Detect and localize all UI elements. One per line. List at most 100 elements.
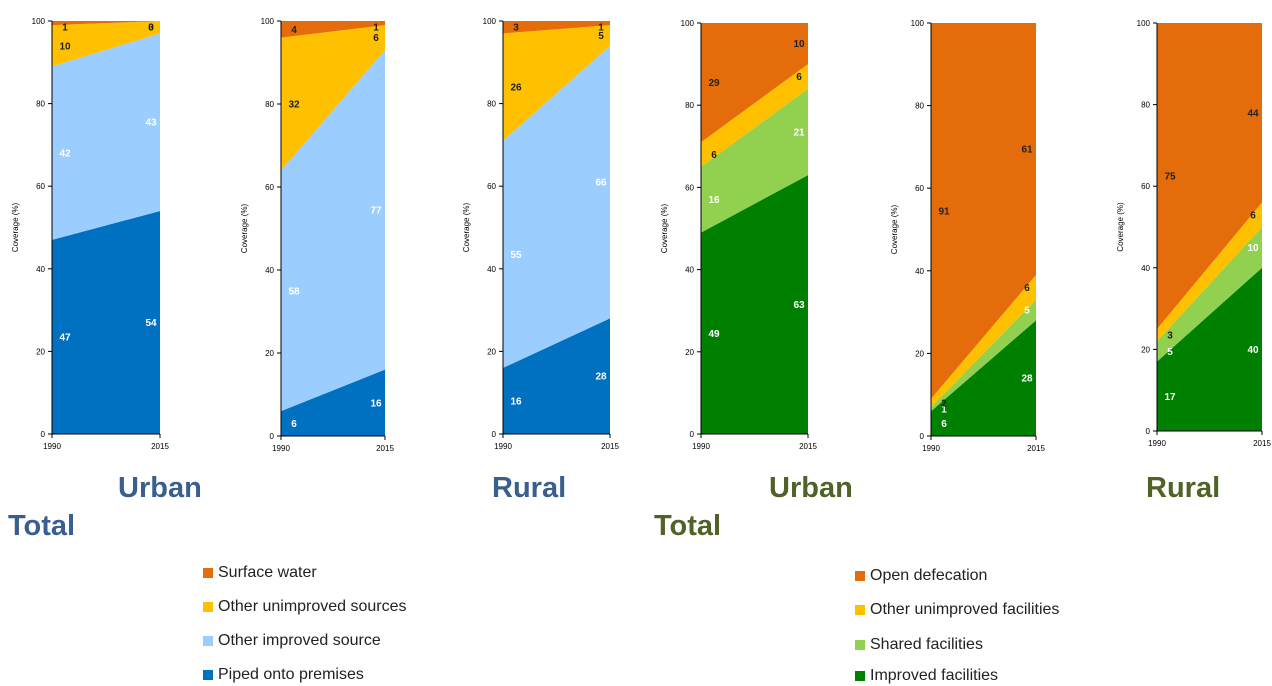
area-band-1 bbox=[701, 175, 808, 434]
data-label: 47 bbox=[59, 332, 71, 343]
caption-water-urban: Urban bbox=[118, 472, 202, 504]
x-tick-label: 1990 bbox=[922, 444, 940, 453]
data-label: 16 bbox=[370, 398, 382, 409]
chart-6: 17 40 5 10 3 6 75 44 0 20 40 60 80 100 1990 2015 Coverag… bbox=[1116, 19, 1271, 448]
x-tick-label: 1990 bbox=[1148, 439, 1166, 448]
x-tick-label: 2015 bbox=[151, 442, 169, 451]
y-tick-label: 60 bbox=[685, 183, 694, 192]
caption-water-rural: Rural bbox=[492, 472, 567, 504]
x-tick-label: 2015 bbox=[376, 444, 394, 453]
y-tick-label: 40 bbox=[36, 265, 45, 274]
data-label: 5 bbox=[1024, 306, 1030, 317]
data-label: 16 bbox=[510, 396, 522, 407]
chart-3: 16 28 55 66 26 5 3 1 0 20 40 60 80 100 1990 2015 Coverag… bbox=[462, 17, 619, 451]
area-band-3 bbox=[503, 25, 610, 141]
data-label: 6 bbox=[1024, 283, 1030, 294]
y-tick-label: 80 bbox=[265, 100, 274, 109]
area-band-4 bbox=[701, 23, 808, 143]
data-label: 10 bbox=[59, 41, 71, 52]
y-tick-label: 0 bbox=[920, 432, 925, 441]
area-band-4 bbox=[52, 21, 160, 26]
data-label: 55 bbox=[510, 250, 522, 261]
legend-label: Improved facilities bbox=[870, 667, 999, 684]
data-label: 54 bbox=[145, 318, 157, 329]
data-label: 63 bbox=[793, 300, 805, 311]
data-label: 6 bbox=[1250, 210, 1256, 221]
area-band-1 bbox=[52, 210, 160, 434]
legend-label: Piped onto premises bbox=[218, 666, 364, 683]
x-tick-label: 2015 bbox=[601, 442, 619, 451]
data-label: 6 bbox=[711, 150, 717, 161]
data-label: 29 bbox=[708, 78, 720, 89]
legend-label: Shared facilities bbox=[870, 636, 983, 653]
area-band-3 bbox=[701, 64, 808, 167]
caption-sanitation-urban: Urban bbox=[769, 472, 853, 504]
area-band-2 bbox=[52, 33, 160, 240]
data-label: 61 bbox=[1021, 144, 1033, 155]
data-label: 1 bbox=[373, 23, 379, 34]
y-axis-title: Coverage (%) bbox=[1116, 202, 1125, 252]
y-tick-label: 20 bbox=[36, 347, 45, 356]
area-band-2 bbox=[281, 50, 385, 412]
data-label: 40 bbox=[1247, 345, 1259, 356]
area-band-2 bbox=[701, 88, 808, 233]
legend-improved-facilities: Improved facilities bbox=[855, 666, 998, 686]
y-tick-label: 100 bbox=[1137, 19, 1151, 28]
x-tick-label: 1990 bbox=[272, 444, 290, 453]
data-label: 6 bbox=[291, 419, 297, 430]
data-label: 49 bbox=[708, 329, 720, 340]
data-label: 16 bbox=[708, 195, 720, 206]
y-tick-label: 80 bbox=[685, 101, 694, 110]
area-band-2 bbox=[503, 45, 610, 368]
y-tick-label: 0 bbox=[41, 430, 46, 439]
legend-swatch bbox=[855, 605, 865, 615]
legend-label: Other unimproved facilities bbox=[870, 601, 1060, 618]
data-label: 77 bbox=[370, 205, 382, 216]
y-axis-title: Coverage (%) bbox=[240, 203, 249, 253]
area-band-3 bbox=[931, 274, 1036, 408]
data-label: 44 bbox=[1247, 108, 1259, 119]
data-label: 43 bbox=[145, 118, 157, 129]
data-label: 6 bbox=[941, 419, 947, 430]
legend-other-improved-source: Other improved source bbox=[203, 631, 381, 651]
area-band-1 bbox=[281, 369, 385, 436]
area-band-4 bbox=[931, 23, 1036, 399]
area-band-4 bbox=[281, 21, 385, 38]
area-band-2 bbox=[1157, 227, 1262, 362]
data-label: 58 bbox=[288, 286, 300, 297]
x-tick-label: 2015 bbox=[1027, 444, 1045, 453]
legend-other-unimproved-sources: Other unimproved sources bbox=[203, 597, 407, 617]
x-tick-label: 1990 bbox=[692, 442, 710, 451]
y-tick-label: 100 bbox=[681, 19, 695, 28]
data-label: 3 bbox=[513, 23, 519, 34]
y-tick-label: 40 bbox=[487, 265, 496, 274]
legend-piped-onto-premises: Piped onto premises bbox=[203, 665, 364, 685]
data-label: 91 bbox=[938, 206, 950, 217]
x-tick-label: 1990 bbox=[43, 442, 61, 451]
y-axis-title: Coverage (%) bbox=[660, 203, 669, 253]
legend-swatch bbox=[203, 602, 213, 612]
x-tick-label: 2015 bbox=[799, 442, 817, 451]
y-tick-label: 60 bbox=[36, 182, 45, 191]
data-label: 5 bbox=[598, 31, 604, 42]
y-tick-label: 40 bbox=[265, 266, 274, 275]
y-tick-label: 40 bbox=[1141, 264, 1150, 273]
data-label: 75 bbox=[1164, 172, 1176, 183]
y-tick-label: 20 bbox=[685, 348, 694, 357]
data-label: 2 bbox=[941, 398, 947, 409]
y-tick-label: 80 bbox=[915, 102, 924, 111]
y-tick-label: 80 bbox=[36, 100, 45, 109]
y-tick-label: 20 bbox=[1141, 345, 1150, 354]
y-tick-label: 80 bbox=[1141, 101, 1150, 110]
area-band-4 bbox=[1157, 23, 1262, 329]
data-label: 21 bbox=[793, 127, 805, 138]
data-label: 26 bbox=[510, 83, 522, 94]
data-label: 28 bbox=[595, 372, 607, 383]
legend-label: Other improved source bbox=[218, 632, 381, 649]
y-axis-title: Coverage (%) bbox=[890, 204, 899, 254]
data-label: 1 bbox=[598, 23, 604, 34]
